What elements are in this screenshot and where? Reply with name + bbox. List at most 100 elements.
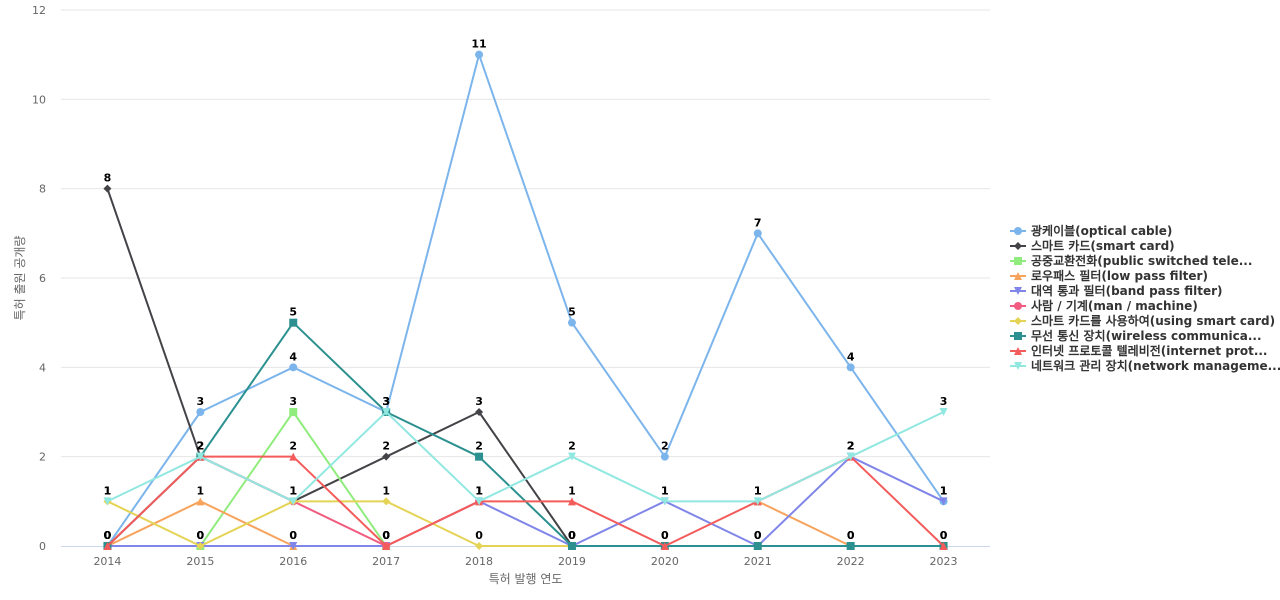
x-axis-ticks: 2014 2015 2016 2017 2018 2019 2020 2021 2022 2023: [93, 555, 957, 568]
legend-marker: [1014, 272, 1022, 280]
data-label: 0: [847, 529, 855, 542]
data-point[interactable]: [660, 542, 669, 550]
legend-label: 네트워크 관리 장치(network manageme...: [1031, 358, 1280, 373]
data-point[interactable]: [103, 497, 112, 506]
legend-item[interactable]: 공중교환전화(public switched tele...: [1010, 253, 1252, 268]
data-label: 1: [289, 484, 297, 497]
data-label: 3: [475, 395, 483, 408]
legend-item[interactable]: 스마트 카드(smart card): [1010, 238, 1175, 253]
data-point[interactable]: [196, 497, 205, 506]
data-point[interactable]: [382, 542, 391, 550]
data-label: 2: [661, 440, 669, 453]
legend-label: 광케이블(optical cable): [1031, 223, 1172, 238]
data-label: 2: [847, 440, 855, 453]
data-point[interactable]: [289, 542, 298, 550]
data-label: 1: [661, 484, 669, 497]
data-label: 1: [289, 484, 297, 497]
legend-item[interactable]: 스마트 카드를 사용하여(using smart card): [1010, 313, 1275, 328]
data-point[interactable]: [475, 497, 484, 506]
data-label: 0: [568, 529, 576, 542]
data-point[interactable]: [289, 497, 298, 506]
data-label: 2: [197, 440, 205, 453]
y-tick-label: 2: [39, 451, 46, 464]
legend-label: 대역 통과 필터(band pass filter): [1031, 283, 1223, 298]
data-point[interactable]: [846, 542, 855, 550]
data-label: 2: [475, 440, 483, 453]
data-point[interactable]: [382, 408, 391, 416]
data-label: 2: [289, 440, 297, 453]
data-point[interactable]: [567, 452, 576, 461]
data-label: 4: [289, 350, 297, 363]
x-tick-label: 2017: [372, 555, 400, 568]
data-label: 0: [661, 529, 669, 542]
data-label: 4: [847, 350, 855, 363]
legend[interactable]: 광케이블(optical cable)스마트 카드(smart card)공중교…: [1010, 223, 1280, 373]
data-point[interactable]: [567, 497, 576, 506]
data-label: 0: [568, 529, 576, 542]
data-point[interactable]: [846, 363, 855, 372]
data-label: 11: [471, 38, 486, 51]
data-point[interactable]: [939, 542, 948, 550]
data-point[interactable]: [196, 408, 205, 416]
legend-marker: [1014, 317, 1022, 325]
data-point[interactable]: [103, 542, 112, 550]
legend-label: 스마트 카드를 사용하여(using smart card): [1031, 313, 1275, 328]
x-tick-label: 2023: [930, 555, 958, 568]
legend-item[interactable]: 인터넷 프로토콜 텔레비전(internet prot...: [1010, 343, 1268, 358]
data-point[interactable]: [753, 229, 762, 238]
legend-item[interactable]: 로우패스 필터(low pass filter): [1010, 268, 1208, 283]
x-tick-label: 2020: [651, 555, 679, 568]
series-9: [103, 408, 948, 506]
data-label: 8: [104, 172, 112, 185]
data-label: 0: [754, 529, 762, 542]
legend-item[interactable]: 광케이블(optical cable): [1010, 223, 1172, 238]
series-0: [103, 50, 948, 550]
data-point[interactable]: [475, 542, 484, 550]
data-label: 2: [568, 440, 576, 453]
data-point[interactable]: [939, 497, 948, 506]
data-point[interactable]: [846, 452, 855, 461]
legend-item[interactable]: 대역 통과 필터(band pass filter): [1010, 283, 1223, 298]
x-axis-title: 특허 발행 연도: [489, 571, 563, 586]
legend-item[interactable]: 네트워크 관리 장치(network manageme...: [1010, 358, 1280, 373]
data-point[interactable]: [753, 497, 762, 506]
data-label: 0: [104, 529, 112, 542]
legend-item[interactable]: 사람 / 기계(man / machine): [1010, 298, 1198, 313]
data-point[interactable]: [289, 363, 298, 372]
data-label: 2: [197, 440, 205, 453]
data-label: 1: [754, 484, 762, 497]
y-tick-label: 10: [32, 93, 46, 106]
data-point[interactable]: [289, 318, 298, 327]
data-point[interactable]: [660, 452, 669, 461]
data-point[interactable]: [289, 408, 298, 416]
data-point[interactable]: [382, 452, 391, 461]
data-point[interactable]: [939, 408, 948, 416]
data-point[interactable]: [753, 542, 762, 550]
data-label: 0: [197, 529, 205, 542]
data-point[interactable]: [103, 184, 112, 193]
data-label: 1: [197, 484, 205, 497]
legend-marker: [1014, 227, 1022, 235]
data-point[interactable]: [475, 50, 484, 59]
data-label: 0: [568, 529, 576, 542]
series-8: [103, 452, 948, 550]
data-point[interactable]: [567, 542, 576, 550]
data-label: 3: [382, 395, 390, 408]
data-point[interactable]: [567, 318, 576, 327]
series-line: [199, 411, 388, 547]
legend-item[interactable]: 무선 통신 장치(wireless communica...: [1010, 328, 1262, 343]
data-point[interactable]: [475, 452, 484, 461]
data-point[interactable]: [196, 542, 205, 550]
data-point[interactable]: [196, 452, 205, 461]
data-label: 1: [289, 484, 297, 497]
data-point[interactable]: [475, 408, 484, 416]
data-point[interactable]: [289, 452, 298, 461]
data-point[interactable]: [382, 497, 391, 506]
data-label: 0: [104, 529, 112, 542]
data-label: 1: [475, 484, 483, 497]
data-label: 1: [475, 484, 483, 497]
series-line: [106, 321, 945, 547]
data-point[interactable]: [660, 497, 669, 506]
data-label: 5: [289, 306, 297, 319]
